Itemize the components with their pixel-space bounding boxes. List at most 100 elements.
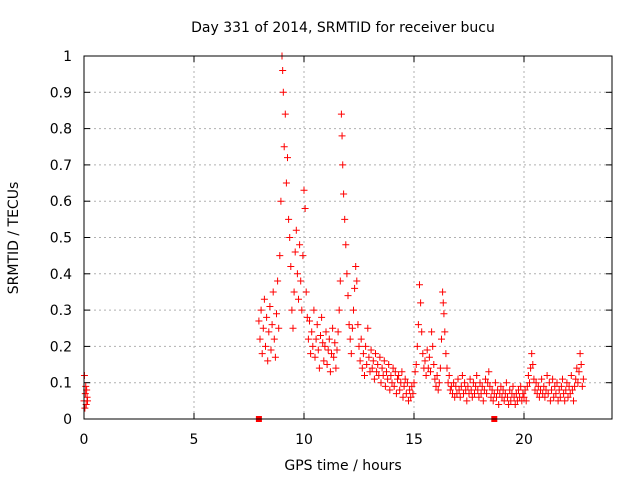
data-point — [501, 390, 509, 398]
data-point — [287, 263, 295, 271]
y-tick-label: 0.5 — [50, 231, 72, 247]
data-point — [321, 342, 329, 350]
data-point — [328, 350, 335, 358]
data-point — [567, 371, 575, 379]
data-point — [556, 393, 564, 401]
data-point — [315, 364, 323, 372]
data-point — [564, 393, 572, 401]
data-point — [443, 364, 451, 372]
data-point — [573, 364, 581, 372]
data-point — [439, 299, 447, 307]
data-point — [338, 132, 346, 140]
data-point — [435, 379, 443, 387]
data-point — [317, 332, 324, 340]
data-point — [500, 397, 508, 405]
data-point — [442, 350, 450, 358]
data-point — [281, 110, 289, 118]
data-point — [523, 382, 531, 390]
data-points-layer — [80, 52, 587, 422]
data-point — [409, 390, 417, 398]
data-point — [428, 328, 436, 336]
data-point — [396, 386, 404, 394]
data-point — [341, 215, 349, 223]
data-point — [314, 346, 322, 354]
data-point — [423, 346, 431, 354]
data-point — [276, 252, 284, 260]
data-point — [394, 375, 401, 383]
data-point — [81, 404, 89, 412]
data-point — [340, 190, 348, 198]
data-point — [330, 353, 338, 361]
data-point — [563, 379, 571, 387]
data-point — [545, 379, 553, 387]
data-point — [279, 88, 287, 96]
data-point — [346, 335, 354, 343]
data-point — [313, 321, 321, 329]
data-point — [398, 368, 406, 376]
data-point — [296, 241, 304, 249]
y-tick-label: 0.8 — [50, 122, 72, 138]
data-point — [433, 371, 441, 379]
data-point — [344, 292, 352, 300]
data-point — [273, 310, 280, 318]
data-point — [257, 306, 265, 314]
data-point — [266, 302, 274, 310]
x-tick-label: 5 — [190, 432, 199, 448]
data-point — [350, 306, 357, 314]
data-point — [269, 288, 277, 296]
y-tick-label: 0.9 — [50, 85, 72, 101]
data-point — [472, 382, 480, 390]
data-point — [406, 386, 414, 394]
y-tick-label: 0.7 — [50, 158, 72, 174]
y-axis-label: SRMTID / TECUs — [6, 182, 22, 295]
data-point — [81, 390, 89, 398]
data-point — [345, 321, 353, 329]
data-point — [529, 361, 537, 369]
data-point — [374, 361, 382, 369]
data-point — [438, 335, 445, 343]
data-point — [455, 386, 463, 394]
data-point — [553, 379, 561, 387]
data-point — [378, 364, 386, 372]
data-point — [355, 342, 363, 350]
data-point — [436, 364, 444, 372]
data-point — [418, 328, 426, 336]
data-point — [310, 306, 318, 314]
data-point — [343, 270, 351, 278]
data-point — [463, 397, 471, 405]
data-point — [521, 386, 529, 394]
y-tick-label: 0.4 — [50, 267, 72, 283]
data-point — [377, 379, 385, 387]
data-point — [264, 357, 272, 365]
data-point — [527, 364, 535, 372]
data-point — [288, 306, 296, 314]
data-point — [408, 382, 416, 390]
data-point — [468, 393, 476, 401]
data-point — [363, 361, 371, 369]
data-point — [504, 393, 511, 401]
data-point — [552, 390, 560, 398]
data-point — [286, 234, 294, 241]
grid-layer — [84, 56, 612, 419]
data-point — [335, 306, 343, 314]
data-point — [368, 364, 376, 372]
data-point — [517, 382, 525, 390]
chart-title: Day 331 of 2014, SRMTID for receiver buc… — [191, 20, 495, 36]
data-point — [311, 353, 319, 361]
data-point — [376, 353, 384, 361]
data-point — [303, 313, 311, 321]
data-point — [456, 393, 464, 401]
data-point — [400, 382, 408, 390]
data-point — [482, 375, 489, 383]
data-point — [299, 252, 307, 260]
data-point — [445, 371, 453, 379]
data-point — [379, 371, 387, 379]
data-point — [401, 375, 409, 383]
data-point — [282, 179, 290, 187]
data-point — [479, 397, 487, 405]
y-tick-label: 0.6 — [50, 194, 72, 210]
data-point — [84, 397, 92, 405]
data-point — [334, 328, 342, 336]
data-point — [530, 375, 538, 383]
data-point — [505, 400, 513, 408]
